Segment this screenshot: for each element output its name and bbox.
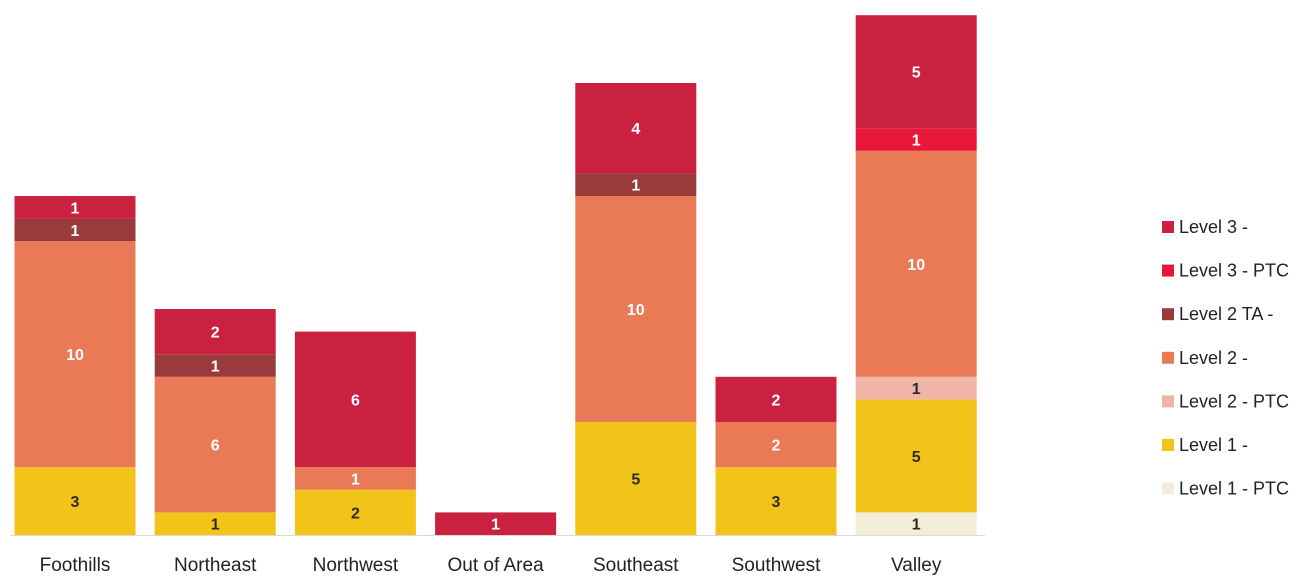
legend-item-level-2: Level 2 - <box>1162 348 1248 368</box>
data-label: 2 <box>772 438 781 455</box>
bar-segment-northwest-level-1 <box>294 489 416 535</box>
legend-label: Level 1 - <box>1179 435 1248 455</box>
data-label: 5 <box>912 65 921 82</box>
bar-segment-northeast-level-2-ta <box>154 354 276 377</box>
data-label: 10 <box>907 257 925 274</box>
category-label-out-of-area: Out of Area <box>448 555 545 575</box>
legend-item-level-3-ptc: Level 3 - PTC <box>1162 261 1289 281</box>
bar-segment-foothills-level-2 <box>14 241 136 468</box>
legend-item-level-1: Level 1 - <box>1162 435 1248 455</box>
legend-label: Level 2 - PTC <box>1179 391 1289 411</box>
bar-segment-foothills-level-1 <box>14 467 136 535</box>
legend-swatch <box>1162 482 1174 495</box>
legend-item-level-2-ta: Level 2 TA - <box>1162 304 1273 324</box>
data-label: 10 <box>627 302 645 319</box>
data-label: 3 <box>71 494 80 511</box>
bar-segment-northeast-level-1 <box>154 512 276 535</box>
data-label: 10 <box>66 347 84 364</box>
bar-segment-foothills-level-2-ta <box>14 218 136 242</box>
data-label: 1 <box>631 178 640 195</box>
bar-segment-valley-level-2-ptc <box>855 376 977 400</box>
legend-label: Level 2 - <box>1179 348 1248 368</box>
category-label-southeast: Southeast <box>593 555 679 575</box>
data-label: 1 <box>351 472 360 489</box>
data-label: 3 <box>772 494 781 511</box>
data-label: 6 <box>211 438 220 455</box>
bar-segment-valley-level-1-ptc <box>855 512 977 535</box>
data-label: 4 <box>631 121 640 138</box>
data-label: 5 <box>912 449 921 466</box>
data-label: 1 <box>912 381 921 398</box>
category-label-northeast: Northeast <box>174 555 257 575</box>
legend-label: Level 3 - <box>1179 217 1248 237</box>
bar-segment-southeast-level-2 <box>575 196 697 422</box>
data-label: 1 <box>912 517 921 534</box>
legend-label: Level 1 - PTC <box>1179 479 1289 499</box>
legend-swatch <box>1162 308 1174 321</box>
data-label: 1 <box>211 359 220 376</box>
bar-segment-valley-level-3 <box>855 15 977 129</box>
data-label: 1 <box>912 133 921 150</box>
bar-segment-northwest-level-3 <box>294 331 416 468</box>
legend-swatch <box>1162 264 1174 277</box>
bar-segment-northwest-level-2 <box>294 467 416 490</box>
bar-segment-valley-level-3-ptc <box>855 128 977 151</box>
legend-item-level-3: Level 3 - <box>1162 217 1248 237</box>
category-label-southwest: Southwest <box>732 555 821 575</box>
data-label: 2 <box>351 505 360 522</box>
bar-segment-southeast-level-3 <box>575 83 697 174</box>
legend-label: Level 2 TA - <box>1179 304 1273 324</box>
bar-segment-foothills-level-3 <box>14 196 136 219</box>
data-label: 1 <box>491 517 500 534</box>
bar-segment-southeast-level-2-ta <box>575 173 697 196</box>
category-label-northwest: Northwest <box>313 555 399 575</box>
legend-swatch <box>1162 439 1174 451</box>
legend-swatch <box>1162 395 1174 408</box>
bar-segment-southwest-level-3 <box>715 376 837 422</box>
bar-segment-southwest-level-2 <box>715 422 837 468</box>
bar-segment-southeast-level-1 <box>575 422 697 535</box>
bar-segment-northeast-level-2 <box>154 376 276 513</box>
legend-swatch <box>1162 351 1174 364</box>
legend-item-level-1-ptc: Level 1 - PTC <box>1162 479 1289 499</box>
data-label: 1 <box>71 223 80 240</box>
data-label: 1 <box>71 200 80 217</box>
category-label-foothills: Foothills <box>40 555 111 575</box>
legend-swatch <box>1162 221 1174 233</box>
bar-segment-valley-level-2 <box>855 150 977 377</box>
legend-label: Level 3 - PTC <box>1179 261 1289 281</box>
data-label: 1 <box>211 517 220 534</box>
category-label-valley: Valley <box>891 555 942 575</box>
data-label: 2 <box>211 325 220 342</box>
data-label: 6 <box>351 392 360 409</box>
bar-segment-valley-level-1 <box>855 399 977 513</box>
bar-segment-southwest-level-1 <box>715 467 837 535</box>
bar-segment-out-of-area-level-3 <box>435 512 557 535</box>
bar-segment-northeast-level-3 <box>154 309 276 355</box>
legend-item-level-2-ptc: Level 2 - PTC <box>1162 391 1289 411</box>
data-label: 5 <box>631 472 640 489</box>
data-label: 2 <box>772 392 781 409</box>
